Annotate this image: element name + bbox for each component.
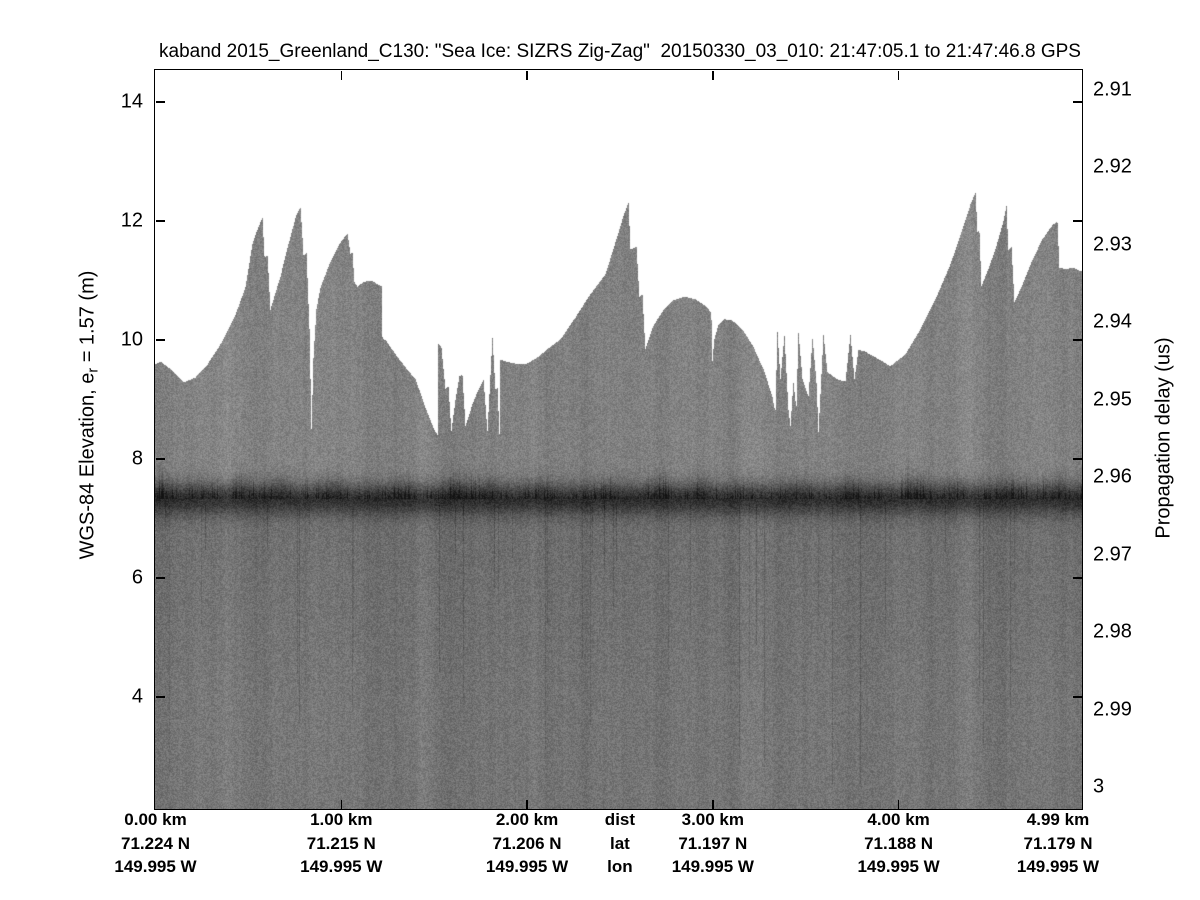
elevation-tick-label: 8 xyxy=(131,447,143,470)
latitude-label: 71.206 N xyxy=(492,834,562,853)
delay-tick-label: 2.95 xyxy=(1093,388,1132,411)
elevation-tick-label: 6 xyxy=(131,566,143,589)
top-distance-tick xyxy=(340,71,343,80)
delay-tick-label: 2.91 xyxy=(1093,78,1132,101)
elevation-tick-label: 14 xyxy=(120,90,143,113)
longitude-label: 149.995 W xyxy=(114,857,197,876)
elevation-tick xyxy=(156,101,165,103)
longitude-label: 149.995 W xyxy=(485,857,569,876)
latitude-label: 71.179 N xyxy=(1023,834,1093,853)
delay-tick-label: 2.93 xyxy=(1093,233,1132,256)
plot-title: kaband 2015_Greenland_C130: "Sea Ice: SI… xyxy=(159,41,1081,62)
longitude-label: 149.995 W xyxy=(671,857,754,876)
delay-tick-label: 2.96 xyxy=(1093,465,1132,488)
mirror-elevation-tick xyxy=(1073,696,1082,698)
elevation-tick-label: 12 xyxy=(120,209,143,232)
top-distance-tick xyxy=(712,71,714,80)
right-axis-label: Propagation delay (us) xyxy=(1152,337,1175,539)
elevation-tick xyxy=(156,458,165,460)
longitude-label: 149.995 W xyxy=(857,857,940,876)
distance-label: 4.99 km xyxy=(1026,810,1090,829)
distance-label: 1.00 km xyxy=(310,810,373,829)
elevation-tick xyxy=(156,577,165,579)
mirror-elevation-tick xyxy=(1073,101,1082,103)
echogram-canvas xyxy=(155,70,1082,809)
longitude-label: 149.995 W xyxy=(300,857,383,876)
latitude-label: 71.215 N xyxy=(306,834,376,853)
elevation-tick-label: 10 xyxy=(120,328,143,351)
distance-tick xyxy=(526,800,528,809)
mirror-elevation-tick xyxy=(1073,339,1082,341)
latitude-label: 71.188 N xyxy=(864,834,934,853)
left-axis-label-subscript: r xyxy=(85,367,102,373)
elevation-tick-label: 4 xyxy=(131,685,143,708)
distance-label: 0.00 km xyxy=(124,810,187,829)
distance-tick xyxy=(340,800,343,809)
mirror-elevation-tick xyxy=(1073,577,1082,579)
distance-label: 4.00 km xyxy=(867,810,930,829)
mirror-elevation-tick xyxy=(1073,458,1082,460)
elevation-tick xyxy=(156,696,165,698)
distance-label: 2.00 km xyxy=(495,810,559,829)
delay-tick-label: 2.97 xyxy=(1093,543,1132,566)
top-distance-tick xyxy=(897,71,900,80)
delay-tick-label: 3 xyxy=(1093,775,1105,798)
plot-area xyxy=(154,69,1083,810)
distance-tick xyxy=(712,800,714,809)
longitude-label: 149.995 W xyxy=(1016,857,1100,876)
top-distance-tick xyxy=(526,71,528,80)
axis-header-lon: lon xyxy=(607,857,633,876)
left-axis-label-suffix: = 1.57 (m) xyxy=(76,270,99,368)
delay-tick-label: 2.94 xyxy=(1093,310,1132,333)
latitude-label: 71.197 N xyxy=(678,834,748,853)
axis-header-dist: dist xyxy=(604,810,636,829)
elevation-tick xyxy=(156,220,165,222)
delay-tick-label: 2.99 xyxy=(1093,698,1132,721)
left-axis-label: WGS-84 Elevation, er = 1.57 (m) xyxy=(76,271,101,560)
distance-tick xyxy=(897,800,900,809)
delay-tick-label: 2.92 xyxy=(1093,155,1132,178)
delay-tick-label: 2.98 xyxy=(1093,620,1132,643)
mirror-elevation-tick xyxy=(1073,220,1082,222)
latitude-label: 71.224 N xyxy=(121,834,190,853)
axis-header-lat: lat xyxy=(610,834,630,853)
distance-label: 3.00 km xyxy=(681,810,745,829)
elevation-tick xyxy=(156,339,165,341)
